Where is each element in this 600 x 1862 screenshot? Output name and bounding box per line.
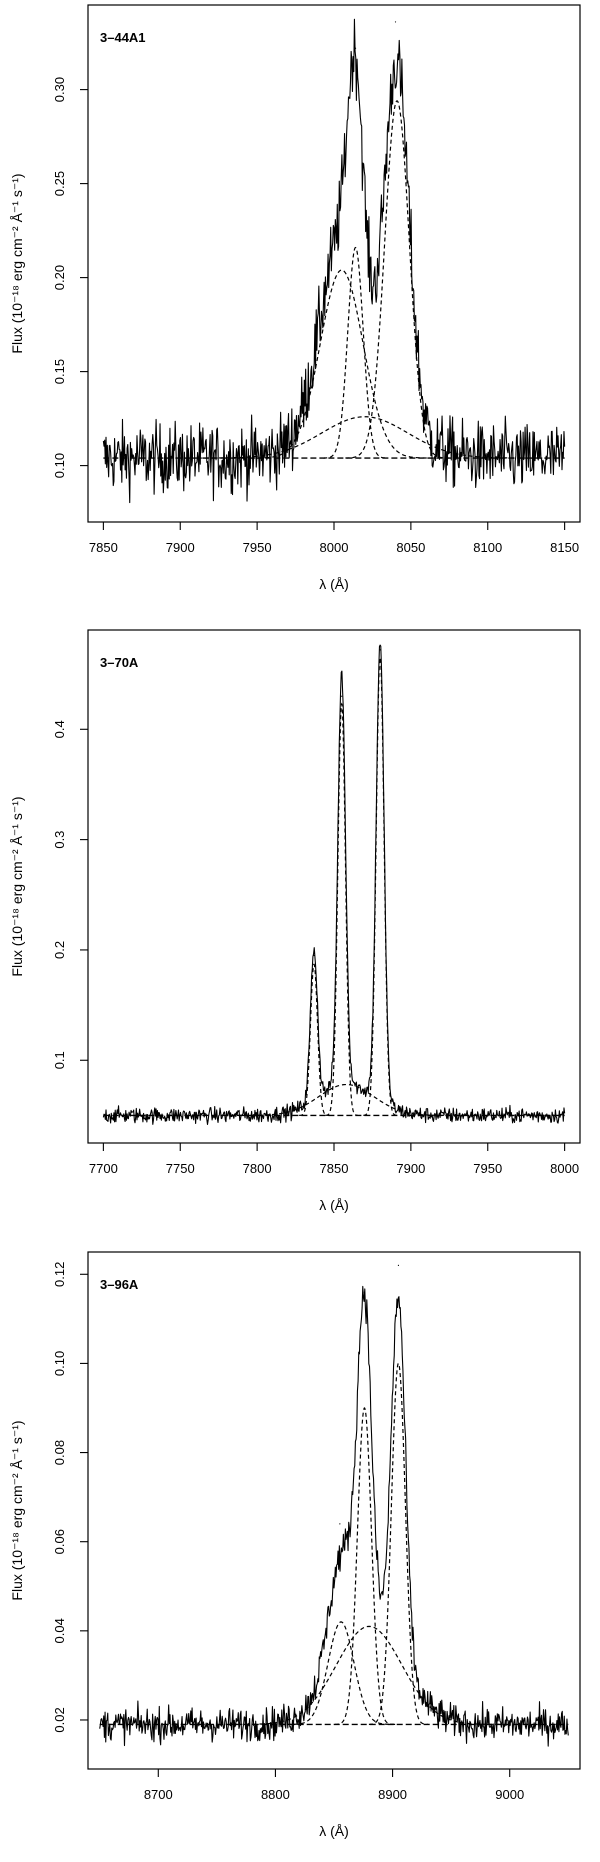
fit-component-curve	[299, 963, 329, 1116]
x-tick-label: 7800	[243, 1161, 272, 1176]
plot-area	[102, 644, 566, 1125]
y-tick-label: 0.2	[52, 941, 67, 959]
spectrum-panel-3: 8700 8800 8900 9000 0.02 0.04 0.06 0.08 0.10 0.12…	[9, 1251, 581, 1839]
x-axis-title: λ (Å)	[319, 1823, 349, 1839]
fit-component-curve	[251, 269, 433, 459]
fit-component-curve	[323, 246, 388, 459]
y-tick-label: 0.10	[52, 453, 67, 478]
x-axis-title: λ (Å)	[319, 1197, 349, 1213]
x-tick-label: 7900	[396, 1161, 425, 1176]
x-tick-label: 7750	[166, 1161, 195, 1176]
x-tick-label: 7700	[89, 1161, 118, 1176]
panel-label: 3–70A	[100, 655, 139, 670]
observed-peak-point	[379, 649, 381, 651]
observed-spectrum	[102, 644, 566, 1125]
spectrum-panel-2: 7700 7750 7800 7850 7900 7950 8000 0.1 0.2 0.3 0.4…	[9, 629, 581, 1213]
spectrum-panel-1: 7850 7900 7950 8000 8050 8100 8150 0.10 0.15 0.20…	[9, 4, 581, 592]
fit-component-curve	[345, 100, 449, 459]
x-tick-label: 9000	[495, 1787, 524, 1802]
y-tick-label: 0.20	[52, 265, 67, 290]
y-tick-label: 0.4	[52, 720, 67, 738]
y-tick-label: 0.04	[52, 1618, 67, 1643]
y-axis-title: Flux (10⁻¹⁸ erg cm⁻² Å⁻¹ s⁻¹)	[9, 173, 25, 353]
x-tick-label: 8900	[378, 1787, 407, 1802]
observed-peak-point	[354, 47, 357, 49]
y-tick-label: 0.08	[52, 1440, 67, 1465]
x-axis-title: λ (Å)	[319, 576, 349, 592]
fit-component-curve	[325, 702, 358, 1116]
y-tick-label: 0.1	[52, 1051, 67, 1069]
x-tick-label: 8700	[144, 1787, 173, 1802]
y-axis-title: Flux (10⁻¹⁸ erg cm⁻² Å⁻¹ s⁻¹)	[9, 796, 25, 976]
observed-peak-point	[397, 1264, 400, 1266]
observed-peak-point	[363, 1291, 366, 1293]
y-tick-label: 0.02	[52, 1707, 67, 1732]
observed-peak-point	[394, 21, 397, 23]
plot-frame	[87, 1251, 581, 1770]
x-tick-label: 8100	[473, 540, 502, 555]
x-tick-label: 8800	[261, 1787, 290, 1802]
x-tick-label: 8000	[320, 540, 349, 555]
x-tick-label: 8150	[550, 540, 579, 555]
y-tick-label: 0.3	[52, 831, 67, 849]
y-tick-label: 0.10	[52, 1351, 67, 1376]
y-tick-label: 0.06	[52, 1529, 67, 1554]
fit-component-curve	[286, 1621, 396, 1726]
x-tick-label: 8000	[550, 1161, 579, 1176]
observed-spectrum	[99, 1285, 569, 1747]
observed-peak-point	[339, 1523, 341, 1525]
plot-area	[102, 18, 566, 504]
y-tick-label: 0.25	[52, 171, 67, 196]
observed-peak-point	[341, 695, 343, 697]
plot-area	[99, 1264, 569, 1747]
panel-label: 3–44A1	[100, 30, 146, 45]
observed-spectrum	[102, 18, 566, 504]
x-tick-label: 7850	[320, 1161, 349, 1176]
y-tick-label: 0.12	[52, 1262, 67, 1287]
y-tick-label: 0.30	[52, 77, 67, 102]
y-axis-title: Flux (10⁻¹⁸ erg cm⁻² Å⁻¹ s⁻¹)	[9, 1420, 25, 1600]
y-tick-label: 0.15	[52, 359, 67, 384]
x-tick-label: 8050	[396, 540, 425, 555]
x-tick-label: 7950	[473, 1161, 502, 1176]
fit-component-curve	[334, 1407, 394, 1725]
fit-component-curve	[363, 656, 397, 1116]
x-tick-label: 7950	[243, 540, 272, 555]
x-tick-label: 7850	[89, 540, 118, 555]
panel-label: 3–96A	[100, 1277, 139, 1292]
observed-peak-point	[313, 954, 315, 957]
fit-component-curve	[368, 1362, 428, 1725]
x-tick-label: 7900	[166, 540, 195, 555]
